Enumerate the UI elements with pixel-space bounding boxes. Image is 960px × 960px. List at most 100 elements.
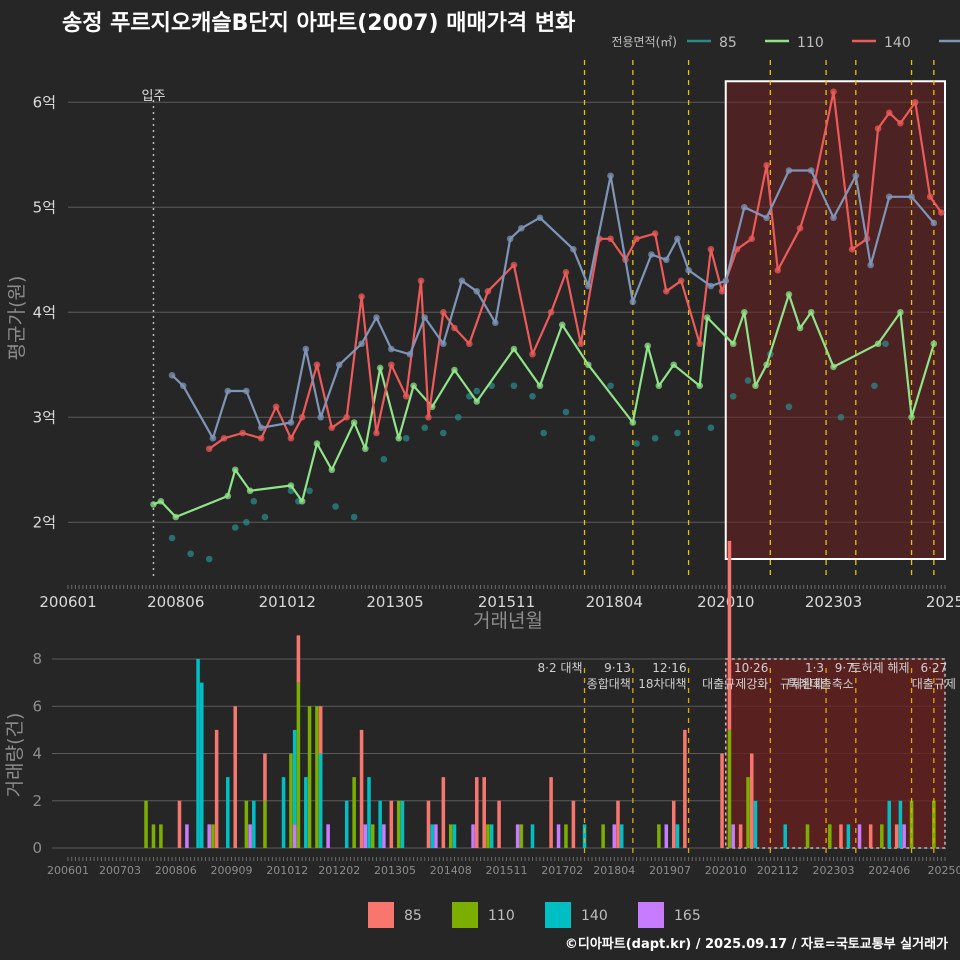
volume-bar-165 (731, 824, 735, 848)
point-165 (473, 287, 481, 295)
volume-bar-140 (582, 824, 587, 848)
point-110 (785, 291, 793, 298)
point-110 (287, 482, 295, 489)
volume-bar-165 (664, 824, 669, 848)
volume-bar-140 (281, 777, 286, 848)
price-y-tick-label: 5억 (33, 198, 56, 216)
volume-bar-165 (434, 824, 438, 848)
point-85 (261, 513, 269, 521)
volume-bar-85 (389, 800, 394, 848)
price-x-tick-label: 200601 (39, 593, 96, 611)
point-165 (209, 434, 217, 442)
volume-bar-85 (749, 753, 754, 848)
volume-bar-85 (177, 800, 182, 848)
volume-bar-110 (727, 729, 732, 848)
volume-bar-165 (556, 824, 561, 848)
price-legend-label-140: 140 (884, 35, 911, 51)
price-y-tick-label: 3억 (33, 408, 56, 426)
point-85 (187, 550, 194, 558)
volume-bar-110 (828, 824, 832, 848)
point-140 (239, 429, 246, 437)
volume-bar-110 (805, 824, 810, 848)
point-140 (388, 361, 395, 369)
volume-bar-110 (307, 706, 312, 848)
point-110 (172, 513, 180, 521)
point-140 (272, 403, 280, 411)
point-165 (741, 203, 748, 211)
volume-x-tick-label: 201012 (266, 864, 308, 877)
point-85 (421, 424, 429, 432)
point-85 (744, 377, 752, 384)
point-165 (168, 371, 176, 379)
volume-bar-110 (144, 800, 148, 848)
volume-bar-85 (441, 777, 446, 848)
point-110 (729, 340, 737, 348)
point-110 (328, 466, 336, 474)
volume-highlight-box (725, 658, 946, 849)
volume-x-tick-label: 201702 (541, 864, 583, 877)
volume-bar-110 (448, 824, 453, 848)
volume-bar-140 (675, 824, 680, 848)
point-140 (484, 287, 492, 295)
volume-bar-110 (909, 800, 914, 848)
price-x-tick-label: 201012 (259, 593, 316, 611)
policy-label: 18차대책 (638, 676, 686, 691)
point-85 (306, 487, 313, 495)
point-140 (848, 245, 856, 253)
point-85 (510, 382, 518, 390)
point-110 (655, 382, 663, 390)
point-140 (748, 235, 756, 243)
policy-label: 8·2 대책 (538, 660, 583, 675)
volume-bar-85 (727, 540, 732, 730)
volume-x-tick-label: 201907 (649, 864, 691, 877)
policy-label: 9·13 (604, 661, 631, 675)
point-140 (562, 269, 570, 276)
point-110 (361, 445, 369, 453)
point-165 (648, 251, 655, 258)
point-140 (897, 119, 904, 127)
point-140 (774, 266, 782, 274)
point-140 (257, 434, 265, 442)
price-x-tick-label: 2025 (926, 593, 960, 611)
point-110 (752, 382, 759, 390)
point-110 (703, 314, 711, 321)
volume-bar-140 (489, 824, 494, 848)
volume-legend-label-110: 110 (488, 908, 515, 924)
chart-title: 송정 푸르지오캐슬B단지 아파트(2007) 매매가격 변화 (62, 11, 575, 36)
point-140 (937, 209, 945, 216)
point-110 (395, 434, 403, 442)
point-165 (492, 319, 499, 327)
volume-legend-swatch-165 (638, 902, 664, 928)
volume-legend-label-140: 140 (581, 908, 608, 924)
volume-bar-110 (244, 800, 249, 848)
point-165 (518, 224, 525, 232)
volume-bar-165 (326, 824, 330, 848)
volume-bar-140 (619, 824, 624, 848)
volume-legend-swatch-110 (452, 902, 478, 928)
volume-bar-85 (616, 800, 620, 848)
price-x-tick-label: 201804 (586, 593, 643, 611)
volume-bar-85 (497, 800, 501, 848)
price-y-axis-title: 평균가(원) (6, 276, 28, 361)
point-110 (644, 342, 652, 350)
point-85 (837, 413, 845, 421)
volume-bar-140 (378, 800, 382, 848)
volume-x-tick-label: 200601 (47, 864, 89, 877)
point-85 (350, 513, 358, 521)
volume-bar-165 (292, 824, 297, 848)
point-165 (506, 235, 514, 243)
point-140 (313, 361, 321, 369)
point-140 (510, 261, 518, 269)
point-165 (722, 277, 730, 285)
point-85 (674, 429, 681, 437)
point-85 (651, 434, 659, 442)
volume-x-tick-label: 202406 (868, 864, 910, 877)
volume-x-tick-label: 200703 (99, 864, 141, 877)
point-85 (440, 429, 447, 437)
volume-bar-110 (263, 800, 267, 848)
point-140 (220, 434, 228, 442)
policy-label: 12·16 (652, 661, 686, 675)
volume-bar-110 (746, 777, 750, 848)
